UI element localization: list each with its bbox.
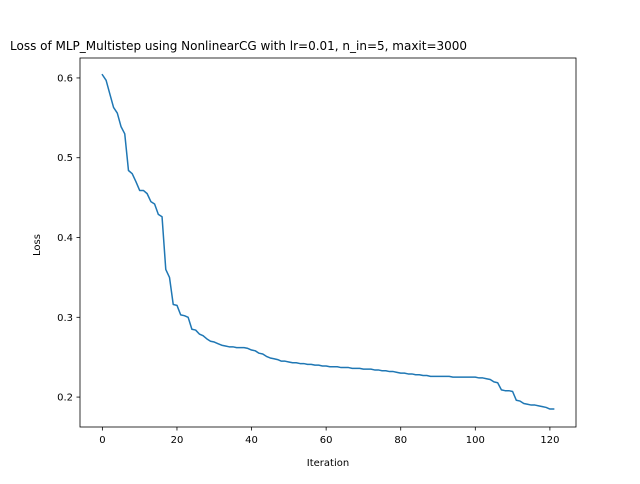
y-tick-label: 0.2 bbox=[57, 393, 73, 404]
y-tick-label: 0.5 bbox=[57, 153, 73, 164]
x-tick-label: 120 bbox=[540, 435, 559, 446]
y-tick-label: 0.3 bbox=[57, 313, 73, 324]
x-tick-label: 40 bbox=[245, 435, 258, 446]
y-axis-label: Loss bbox=[32, 234, 43, 256]
x-axis-label: Iteration bbox=[307, 458, 349, 469]
plot-area: 0 20 40 60 80 100 120 0.2 0.3 0.4 0.5 0.6 bbox=[57, 57, 577, 446]
x-tick-label: 60 bbox=[320, 435, 333, 446]
x-tick-label: 20 bbox=[171, 435, 184, 446]
plot-frame bbox=[79, 57, 577, 428]
chart-title: Loss of MLP_Multistep using NonlinearCG … bbox=[10, 39, 467, 53]
x-tick-label: 80 bbox=[394, 435, 407, 446]
series-line-0 bbox=[101, 73, 555, 410]
x-tick-label: 100 bbox=[466, 435, 485, 446]
y-tick-label: 0.6 bbox=[57, 73, 73, 84]
x-tick-label: 0 bbox=[99, 435, 105, 446]
y-tick-label: 0.4 bbox=[57, 233, 73, 244]
